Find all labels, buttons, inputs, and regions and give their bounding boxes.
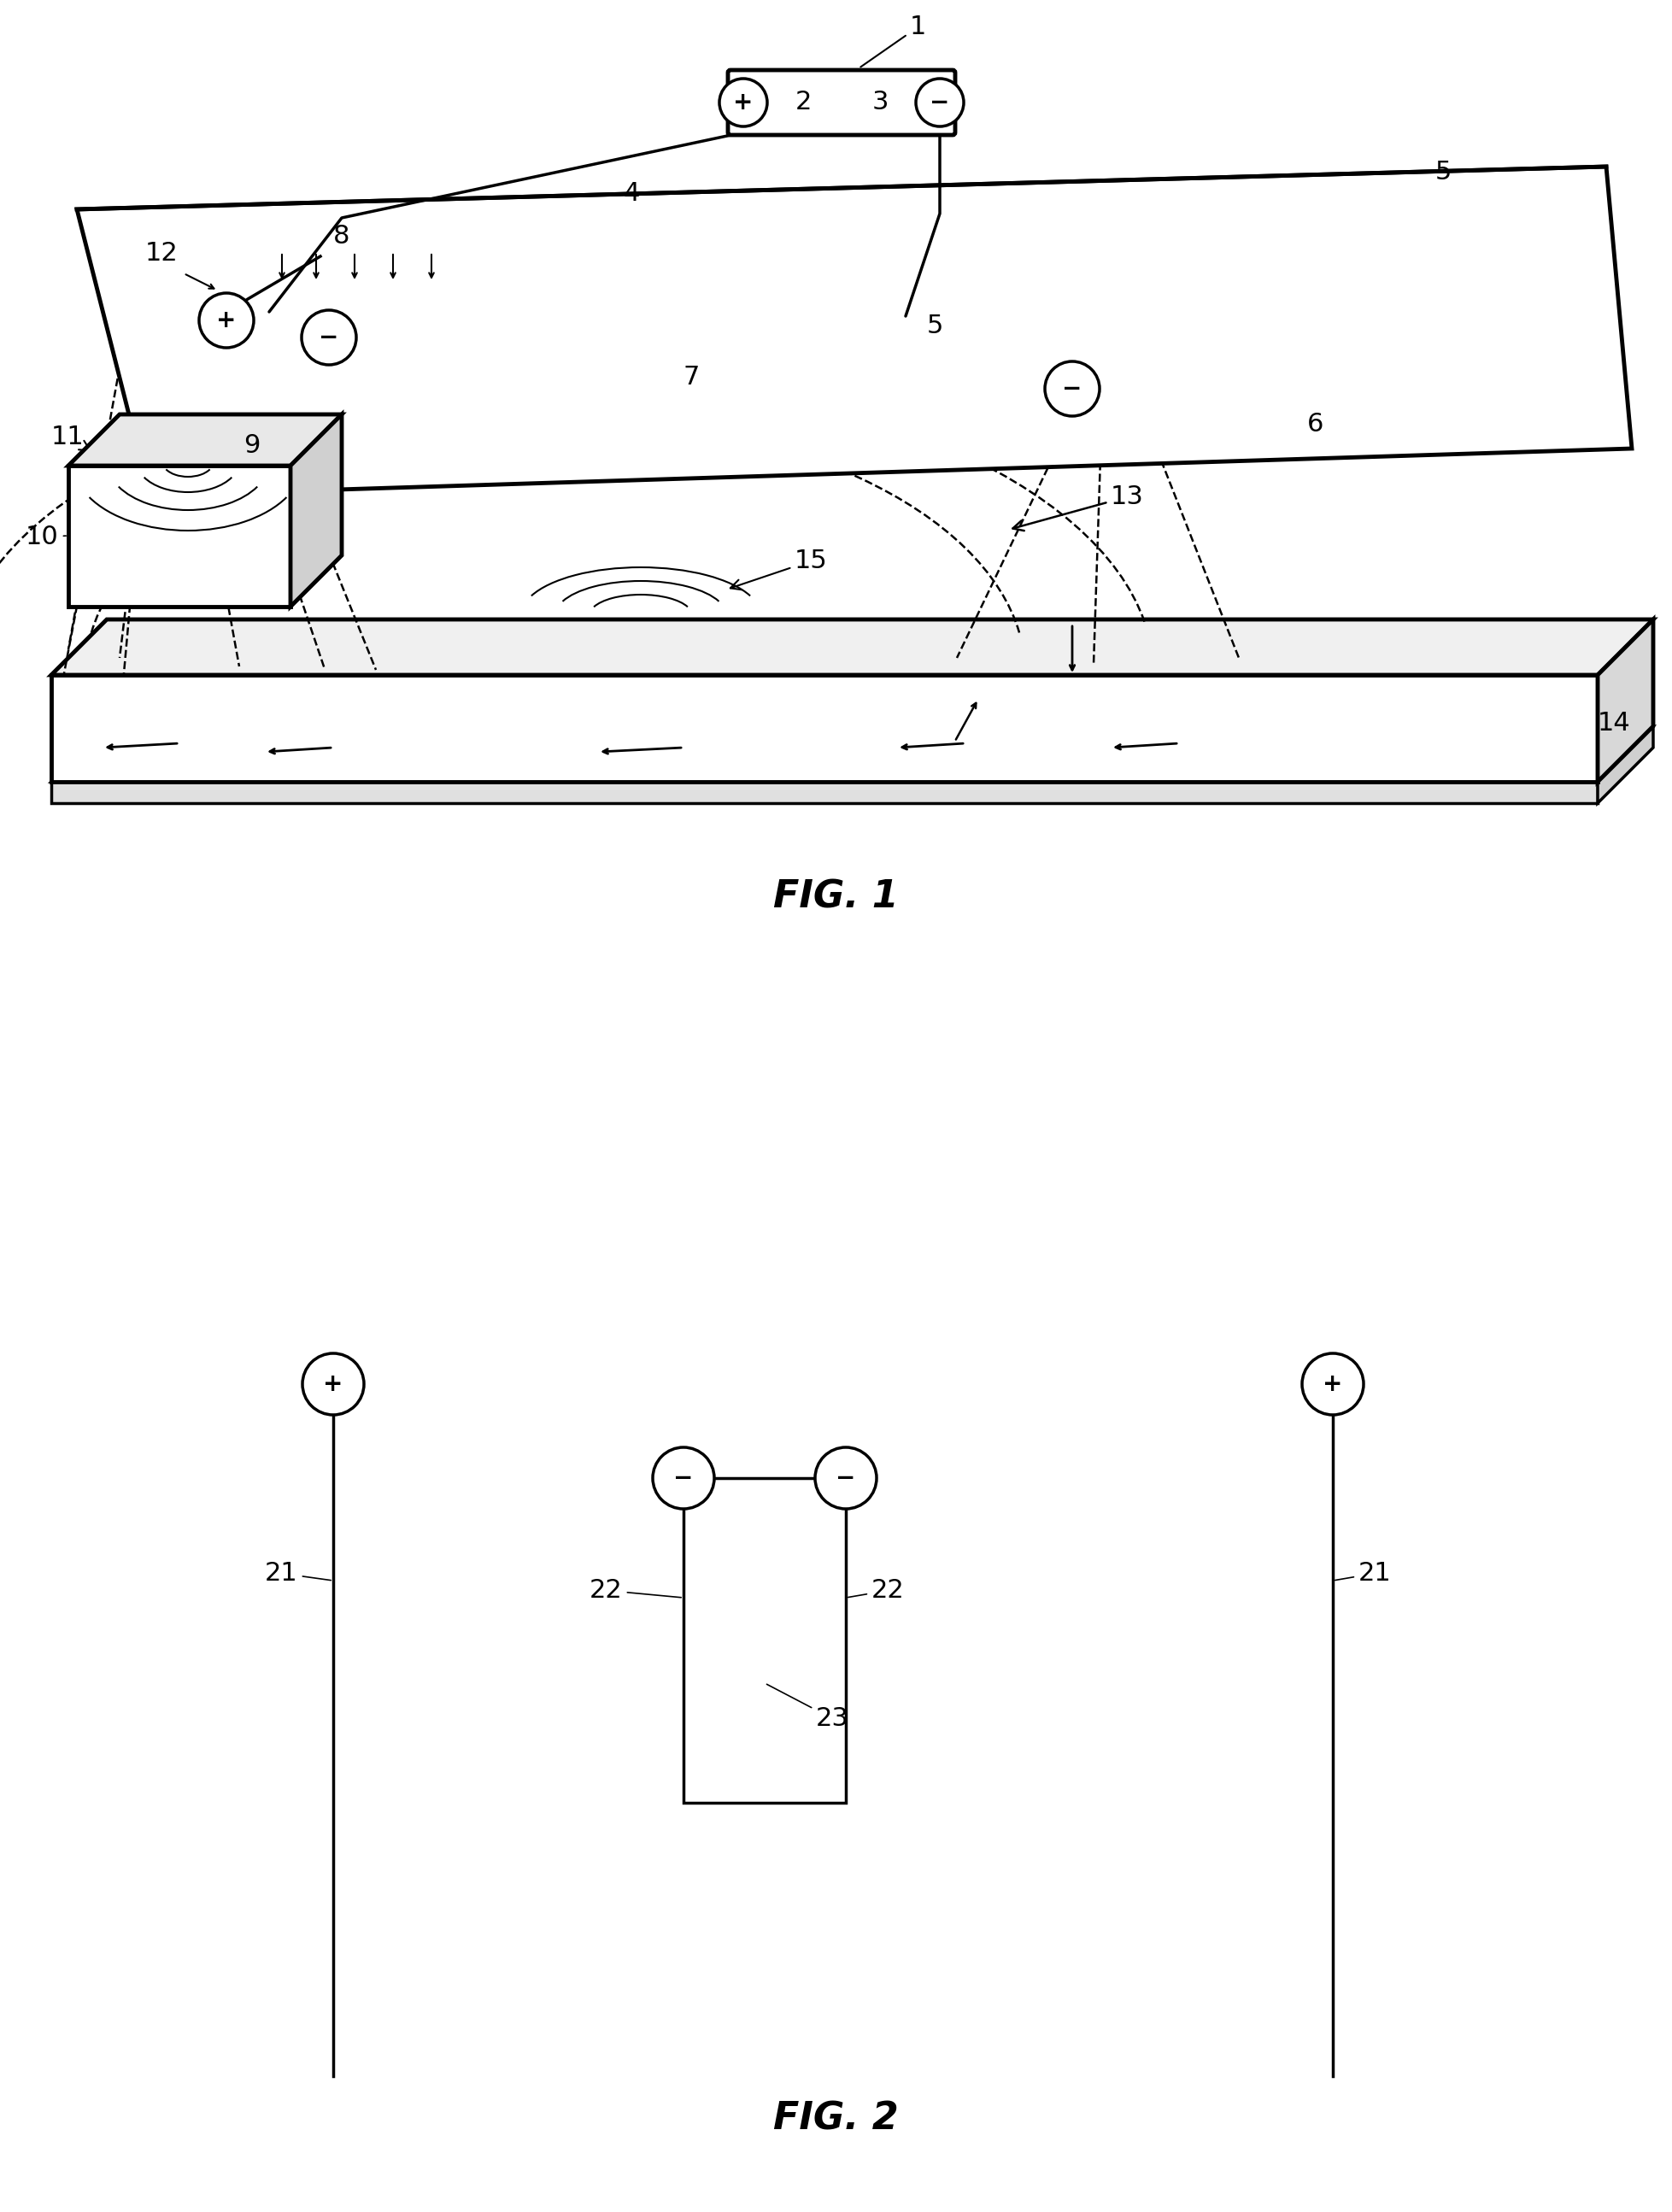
Polygon shape: [52, 726, 1654, 781]
Text: +: +: [734, 91, 754, 115]
Circle shape: [814, 1447, 876, 1509]
Polygon shape: [1598, 619, 1654, 781]
Circle shape: [1045, 361, 1100, 416]
Text: 6: 6: [1308, 411, 1324, 436]
Text: FIG. 2: FIG. 2: [772, 2101, 898, 2137]
Circle shape: [652, 1447, 714, 1509]
Polygon shape: [291, 414, 341, 606]
Text: 13: 13: [1013, 484, 1144, 531]
Text: +: +: [216, 307, 236, 332]
Polygon shape: [52, 619, 1654, 675]
Text: −: −: [674, 1467, 694, 1491]
Text: 9: 9: [244, 434, 261, 458]
Polygon shape: [52, 781, 1598, 803]
Polygon shape: [69, 467, 291, 606]
Polygon shape: [684, 1478, 846, 1803]
Circle shape: [301, 310, 356, 365]
Text: 15: 15: [731, 549, 828, 591]
Text: 22: 22: [848, 1577, 905, 1604]
Circle shape: [303, 1354, 364, 1416]
Text: −: −: [1062, 376, 1082, 400]
Text: 4: 4: [624, 181, 640, 206]
Text: 11: 11: [52, 425, 90, 451]
Text: 2: 2: [794, 91, 811, 115]
FancyBboxPatch shape: [727, 71, 955, 135]
Polygon shape: [69, 414, 341, 467]
Text: 7: 7: [684, 365, 701, 389]
Circle shape: [916, 80, 963, 126]
Text: 10: 10: [25, 524, 65, 549]
Circle shape: [719, 80, 767, 126]
Text: +: +: [1323, 1371, 1343, 1396]
Text: 12: 12: [145, 241, 179, 265]
Text: −: −: [319, 325, 339, 349]
Text: 21: 21: [1336, 1562, 1391, 1586]
Text: 5: 5: [1435, 159, 1451, 184]
Polygon shape: [52, 675, 1598, 781]
Text: −: −: [836, 1467, 856, 1491]
Text: 5: 5: [926, 314, 943, 338]
Polygon shape: [1598, 726, 1654, 803]
Circle shape: [1302, 1354, 1364, 1416]
Circle shape: [199, 292, 254, 347]
Polygon shape: [77, 166, 1632, 495]
Text: 14: 14: [1598, 710, 1630, 737]
Text: −: −: [930, 91, 950, 115]
Text: 8: 8: [333, 223, 349, 248]
Text: 21: 21: [264, 1562, 331, 1586]
Text: 23: 23: [767, 1683, 849, 1732]
Text: +: +: [323, 1371, 343, 1396]
Text: 3: 3: [871, 91, 888, 115]
Text: 22: 22: [590, 1577, 681, 1604]
Text: FIG. 1: FIG. 1: [772, 878, 898, 916]
Text: 1: 1: [861, 15, 926, 66]
